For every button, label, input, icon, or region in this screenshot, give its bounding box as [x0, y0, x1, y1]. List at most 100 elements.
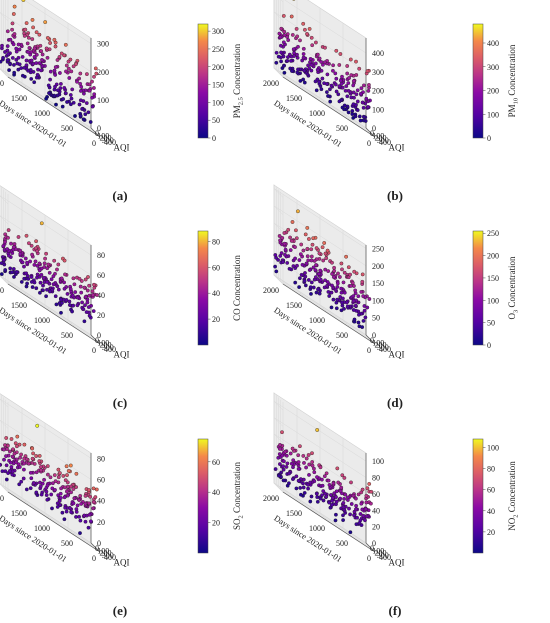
y-tick-label: 200	[100, 134, 112, 143]
data-point	[325, 248, 330, 253]
data-point	[56, 287, 61, 292]
data-point	[15, 434, 20, 439]
data-point	[335, 466, 340, 471]
data-point	[34, 454, 39, 458]
y-axis-line	[90, 334, 101, 345]
data-point	[44, 251, 48, 256]
data-point	[285, 461, 290, 466]
data-point	[63, 272, 67, 277]
data-point	[12, 63, 16, 67]
data-point	[95, 293, 99, 297]
data-point	[286, 227, 291, 232]
y-tick-label: 100	[97, 546, 109, 555]
data-point	[0, 59, 3, 64]
data-point	[315, 52, 320, 57]
data-point	[364, 500, 369, 505]
data-point	[340, 85, 345, 90]
data-point	[45, 497, 50, 502]
data-point	[347, 76, 351, 80]
data-point	[78, 518, 83, 523]
data-point	[27, 241, 31, 246]
data-point	[286, 55, 290, 59]
data-point	[87, 501, 91, 506]
data-point	[79, 290, 84, 295]
data-point	[310, 242, 315, 247]
data-point	[53, 73, 58, 77]
data-point	[361, 114, 366, 119]
data-point	[29, 58, 34, 63]
data-point	[333, 82, 338, 87]
data-point	[314, 88, 319, 93]
colorbar-tick-label: 20	[212, 519, 220, 528]
grid-line	[280, 74, 373, 135]
x-tick-label: 1000	[34, 109, 50, 118]
data-point	[53, 479, 58, 484]
data-point	[362, 304, 367, 308]
data-point	[293, 245, 297, 249]
data-point	[315, 428, 320, 432]
data-point	[349, 480, 353, 485]
z-tick-label: 40	[97, 291, 105, 300]
data-point	[53, 65, 58, 69]
data-point	[92, 74, 96, 79]
data-point	[64, 464, 69, 469]
data-point	[288, 235, 292, 240]
data-point	[321, 498, 326, 503]
data-point	[276, 54, 281, 59]
data-point	[48, 475, 53, 480]
data-point	[311, 265, 316, 270]
data-point	[304, 465, 308, 470]
data-point	[353, 288, 358, 293]
data-point	[57, 55, 62, 59]
z-tick-label: 0	[372, 331, 376, 340]
data-point	[343, 88, 348, 93]
data-point	[342, 497, 346, 501]
data-point	[53, 488, 57, 492]
data-point	[337, 63, 342, 67]
data-point	[87, 88, 92, 93]
x-tick-label: 1000	[309, 316, 325, 325]
data-point	[90, 104, 95, 109]
data-point	[357, 114, 362, 119]
data-point	[79, 89, 83, 93]
y-axis-line	[90, 127, 101, 138]
data-point	[357, 66, 362, 71]
data-point	[54, 102, 58, 107]
data-point	[12, 4, 17, 9]
data-point	[345, 94, 350, 99]
data-point	[277, 447, 282, 451]
data-point	[60, 510, 65, 515]
data-point	[338, 275, 342, 279]
data-point	[351, 493, 356, 498]
data-point	[325, 280, 330, 284]
data-point	[36, 67, 40, 72]
y-tick-label: 0	[370, 544, 374, 553]
data-point	[58, 471, 62, 475]
grid-line	[0, 275, 92, 336]
data-point	[83, 112, 88, 117]
data-point	[287, 471, 292, 476]
data-point	[285, 59, 290, 63]
data-point	[287, 52, 292, 57]
data-point	[350, 109, 355, 113]
data-point	[331, 481, 336, 486]
data-point	[11, 42, 16, 47]
data-point	[2, 447, 6, 452]
data-point	[354, 503, 358, 508]
data-point	[30, 285, 35, 289]
data-point	[86, 305, 91, 309]
data-point	[302, 279, 307, 283]
data-point	[12, 242, 17, 246]
x-axis-line	[282, 283, 376, 345]
data-point	[301, 46, 306, 51]
data-point	[41, 283, 45, 288]
data-point	[291, 264, 296, 268]
data-point	[354, 507, 358, 512]
data-point	[45, 280, 49, 284]
data-point	[283, 252, 287, 257]
data-point	[22, 34, 27, 38]
data-point	[298, 79, 303, 83]
x-tick-label: 1000	[309, 524, 325, 533]
data-point	[8, 449, 12, 454]
data-point	[341, 505, 346, 510]
